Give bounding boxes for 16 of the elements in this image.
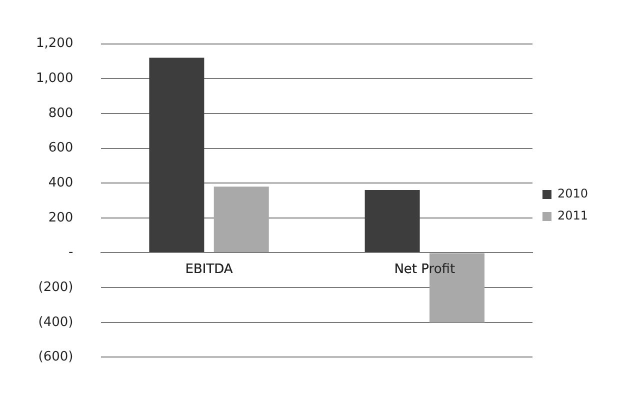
y-tick-label: 800 [48,106,74,121]
legend-label: 2010 [557,186,588,201]
legend-label: 2011 [557,208,588,223]
y-tick-label: 1,000 [36,70,74,86]
bar [364,190,420,252]
y-tick-label: 200 [48,210,74,226]
y-tick-label: (400) [38,314,74,330]
y-tick-label: (200) [38,280,74,295]
x-tick-label: EBITDA [185,262,233,277]
y-tick-label: - [68,245,74,260]
bar [214,186,269,252]
bar [149,58,204,252]
y-tick-label: 400 [48,175,74,190]
y-tick-label: 600 [48,140,74,156]
y-tick-label: 1,200 [36,36,74,52]
y-tick-label: (600) [38,350,74,365]
